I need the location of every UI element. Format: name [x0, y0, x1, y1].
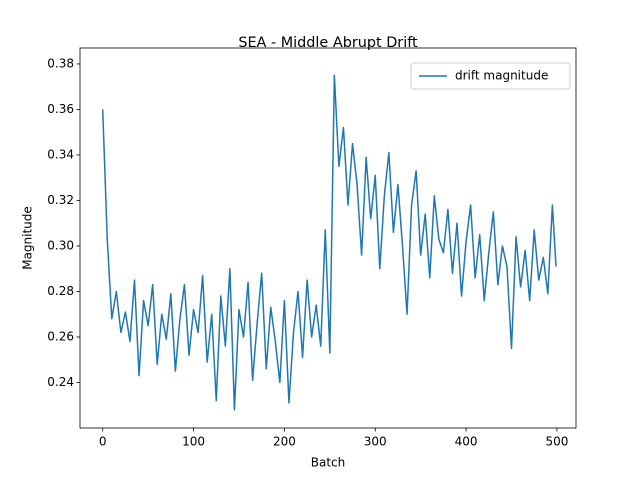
- y-tick-label: 0.34: [47, 147, 74, 161]
- y-tick-label: 0.32: [47, 193, 74, 207]
- x-tick-label: 0: [99, 435, 107, 449]
- chart-title: SEA - Middle Abrupt Drift: [238, 35, 418, 51]
- x-tick-label: 200: [273, 435, 296, 449]
- legend-box: [410, 62, 571, 90]
- x-tick-label: 500: [545, 435, 568, 449]
- legend-label: drift magnitude: [455, 69, 548, 83]
- axes-frame: [79, 47, 577, 429]
- y-tick-label: 0.38: [47, 56, 74, 70]
- data-line: [101, 74, 557, 411]
- y-tick-label: 0.26: [47, 329, 74, 343]
- y-tick-label: 0.28: [47, 284, 74, 298]
- y-tick-label: 0.24: [47, 375, 74, 389]
- x-tick-label: 300: [364, 435, 387, 449]
- x-axis-label: Batch: [311, 456, 346, 470]
- y-axis-label: Magnitude: [21, 206, 35, 270]
- x-tick-label: 400: [455, 435, 478, 449]
- y-tick-label: 0.36: [47, 102, 74, 116]
- x-tick-label: 100: [182, 435, 205, 449]
- y-tick-label: 0.30: [47, 238, 74, 252]
